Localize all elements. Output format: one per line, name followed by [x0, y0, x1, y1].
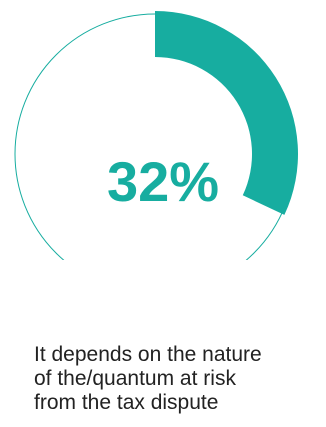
caption-line-1: It depends on the nature	[34, 343, 262, 366]
chart-caption: It depends on the nature of the/quantum …	[34, 343, 324, 415]
donut-segment-highlight	[155, 11, 298, 215]
caption-line-2: of the/quantum at risk	[34, 367, 236, 390]
caption-line-3: from the tax dispute	[34, 391, 219, 414]
percentage-label: 32%	[107, 150, 219, 213]
donut-chart: 32%	[14, 11, 298, 260]
